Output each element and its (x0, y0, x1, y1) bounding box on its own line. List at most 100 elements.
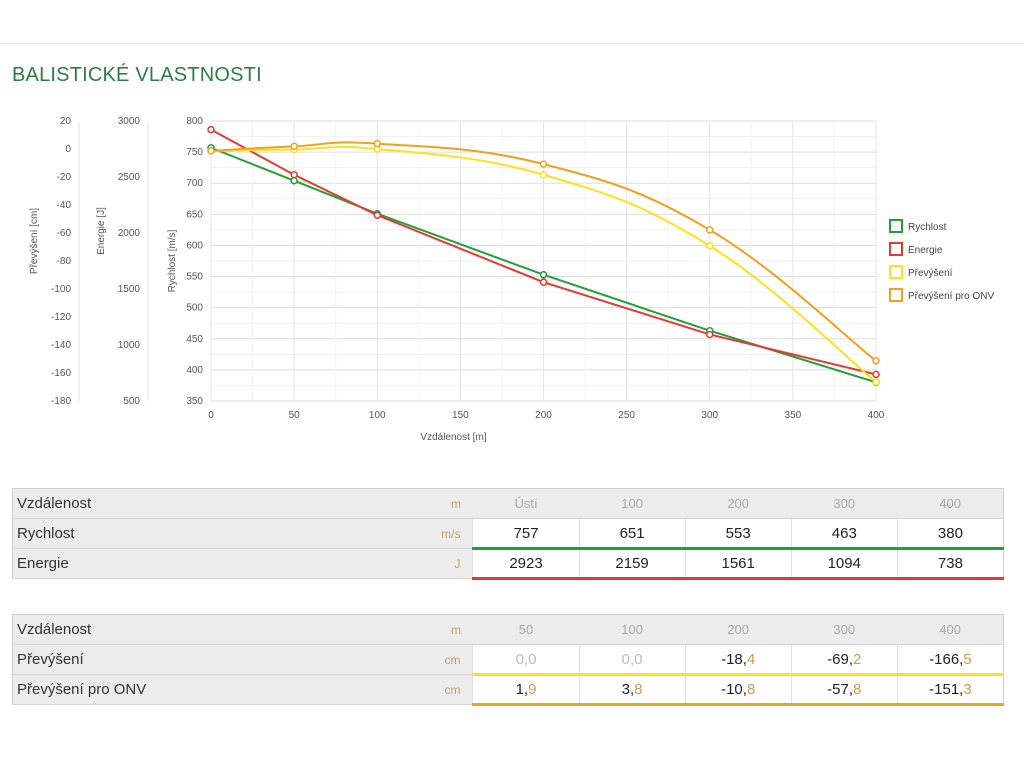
table-cell: 2159 (578, 548, 686, 580)
y-tick-label-prevyseni: 0 (65, 144, 71, 155)
table-cell: -18,4 (684, 644, 792, 676)
table-row-prevyseni-onv: Převýšení pro ONV cm 1,9 3,8 -10,8 -57,8… (12, 674, 1004, 706)
row-label: Převýšení pro ONV (12, 674, 333, 705)
x-tick-label: 300 (701, 410, 718, 421)
table-cell: 1561 (684, 548, 792, 580)
data-point (539, 160, 548, 168)
y-tick-label-rychlost: 400 (186, 365, 203, 376)
data-point (539, 270, 548, 279)
data-point (373, 139, 381, 148)
header-col: 100 (579, 488, 686, 519)
header-col: 300 (791, 614, 898, 645)
y-tick-label-rychlost: 800 (186, 116, 203, 127)
data-point (290, 176, 298, 185)
data-point (872, 370, 880, 379)
table-row-prevyseni: Převýšení cm 0,0 0,0 -18,4 -69,2 -166,5 (12, 644, 1004, 676)
y-tick-label-rychlost: 500 (186, 303, 203, 314)
y-tick-label-prevyseni: -60 (57, 228, 72, 239)
table-velocity-energy: Vzdálenost m Ústí 100 200 300 400 Rychlo… (12, 488, 1004, 580)
table-cell: -69,2 (790, 644, 898, 676)
x-tick-label: 200 (535, 410, 552, 421)
table-cell: -166,5 (896, 644, 1004, 676)
header-col: 400 (897, 488, 1004, 519)
legend-label: Energie (908, 245, 943, 256)
table-cell: 1094 (790, 548, 898, 580)
data-point (539, 278, 548, 286)
y-tick-label-prevyseni: -140 (51, 340, 71, 351)
table-cell: 0,0 (578, 644, 686, 676)
x-tick-label: 250 (618, 410, 635, 421)
y-axis-label-prevyseni: Převýšení [cm] (29, 208, 40, 274)
table-cell: -10,8 (684, 674, 792, 706)
x-tick-label: 350 (785, 410, 802, 421)
legend-label: Rychlost (908, 222, 947, 233)
x-tick-label: 50 (289, 410, 301, 421)
data-point (373, 211, 381, 219)
table-row-rychlost: Rychlost m/s 757 651 553 463 380 (12, 518, 1004, 550)
table-cell: -151,3 (896, 674, 1004, 706)
table-cell: 757 (472, 518, 580, 550)
y-tick-label-prevyseni: -20 (57, 172, 72, 183)
header-col: 200 (685, 488, 792, 519)
legend-swatch (889, 219, 903, 233)
header-col: 300 (791, 488, 898, 519)
row-unit: J (332, 548, 473, 579)
header-unit: m (332, 614, 473, 645)
data-point (706, 226, 714, 234)
table-cell: 380 (896, 518, 1004, 550)
series-line (210, 146, 877, 384)
row-label: Rychlost (12, 518, 333, 549)
header-label: Vzdálenost (12, 614, 333, 645)
y-tick-label-energie: 1000 (118, 340, 141, 351)
x-tick-label: 0 (208, 410, 214, 421)
table-drop: Vzdálenost m 50 100 200 300 400 Převýšen… (12, 614, 1004, 706)
y-tick-label-rychlost: 600 (186, 240, 203, 251)
y-axis-label-rychlost: Rychlost [m/s] (167, 229, 178, 292)
y-tick-label-rychlost: 650 (186, 209, 203, 220)
y-tick-label-rychlost: 700 (186, 178, 203, 189)
y-axis-label-energie: Energie [J] (96, 207, 107, 255)
data-point (872, 378, 880, 386)
y-tick-label-energie: 500 (123, 396, 140, 407)
y-tick-label-prevyseni: -160 (51, 368, 71, 379)
y-tick-label-energie: 2500 (118, 172, 141, 183)
x-tick-label: 150 (452, 410, 469, 421)
legend-swatch (889, 242, 903, 256)
data-point (290, 171, 298, 179)
header-col: Ústí (472, 488, 580, 519)
top-bar (0, 0, 1024, 44)
y-tick-label-energie: 2000 (118, 228, 141, 239)
y-tick-label-prevyseni: -180 (51, 396, 71, 407)
row-unit: cm (332, 674, 473, 705)
y-tick-label-prevyseni: -120 (51, 312, 71, 323)
table-cell: 2923 (472, 548, 580, 580)
y-tick-label-prevyseni: -40 (57, 200, 72, 211)
legend-swatch (889, 288, 903, 302)
table-cell: 1,9 (472, 674, 580, 706)
table-row-energie: Energie J 2923 2159 1561 1094 738 (12, 548, 1004, 580)
y-tick-label-rychlost: 450 (186, 334, 203, 345)
x-axis-label: Vzdálenost [m] (420, 432, 486, 443)
data-point (207, 125, 215, 134)
table-cell: 0,0 (472, 644, 580, 676)
y-tick-label-prevyseni: 20 (60, 116, 72, 127)
table-cell: 3,8 (578, 674, 686, 706)
y-tick-label-energie: 3000 (118, 116, 141, 127)
y-tick-label-rychlost: 550 (186, 272, 203, 283)
data-point (207, 147, 215, 155)
header-col: 100 (579, 614, 686, 645)
row-label: Energie (12, 548, 333, 579)
y-tick-label-prevyseni: -100 (51, 284, 71, 295)
series-line (210, 128, 877, 376)
legend-label: Převýšení pro ONV (908, 291, 994, 302)
page-title: BALISTICKÉ VLASTNOSTI (12, 64, 262, 87)
header-unit: m (332, 488, 473, 519)
table-cell: -57,8 (790, 674, 898, 706)
x-tick-label: 100 (369, 410, 386, 421)
y-tick-label-energie: 1500 (118, 284, 141, 295)
row-label: Převýšení (12, 644, 333, 675)
data-point (706, 330, 714, 339)
row-unit: cm (332, 644, 473, 675)
data-point (539, 171, 548, 179)
